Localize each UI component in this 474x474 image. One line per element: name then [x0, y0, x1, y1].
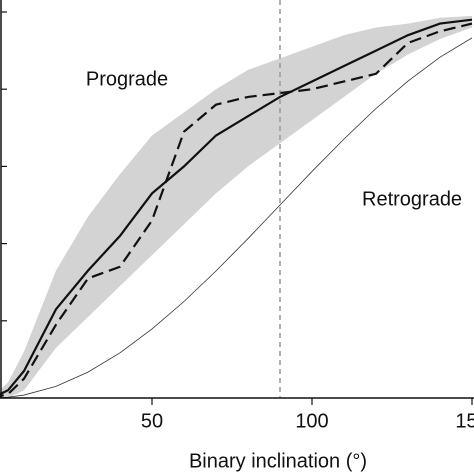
x-tick-label: 100: [295, 410, 328, 432]
series-line: [0, 37, 473, 399]
x-tick-label: 150: [455, 410, 474, 432]
x-axis-label: Binary inclination (°): [189, 450, 367, 472]
annotation: Prograde: [86, 68, 168, 90]
series-line: [0, 18, 473, 396]
series-line: [0, 22, 473, 398]
confidence-band: [0, 15, 472, 398]
x-tick-label: 50: [141, 410, 163, 432]
annotation: Retrograde: [362, 188, 462, 210]
